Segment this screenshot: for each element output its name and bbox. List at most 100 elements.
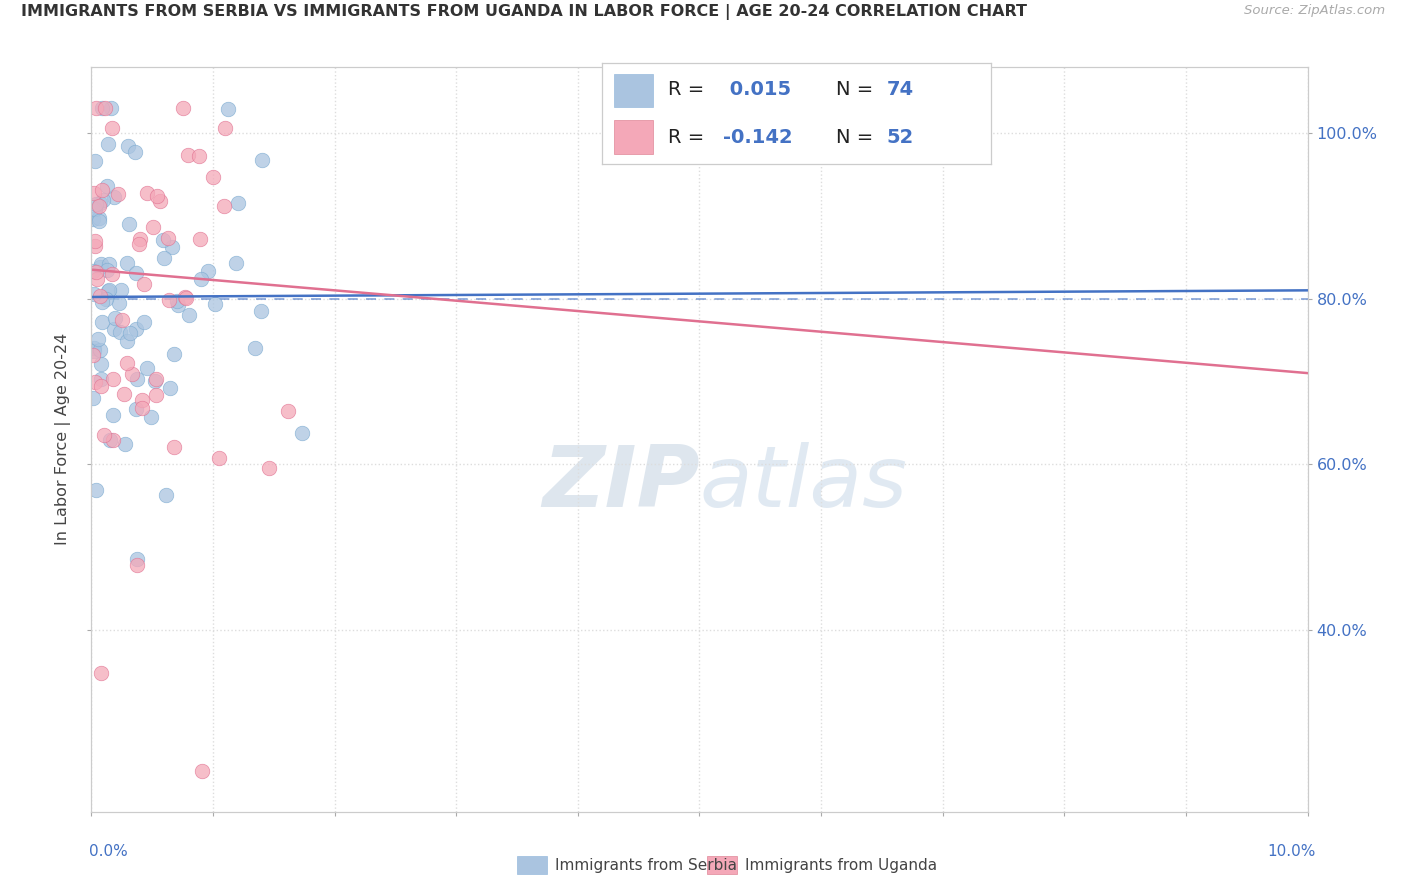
Point: [98, 433, 121, 447]
Text: N =: N =: [835, 128, 879, 146]
Text: R =: R =: [668, 128, 711, 146]
Point: [93, 428, 115, 442]
Point: [82, 263, 104, 277]
Point: [91, 101, 114, 115]
Point: [97, 137, 120, 152]
Point: [82, 392, 104, 406]
Point: [250, 153, 273, 168]
Point: [87, 211, 110, 226]
Point: [174, 290, 197, 304]
Point: [187, 149, 209, 163]
Text: IMMIGRANTS FROM SERBIA VS IMMIGRANTS FROM UGANDA IN LABOR FORCE | AGE 20-24 CORR: IMMIGRANTS FROM SERBIA VS IMMIGRANTS FRO…: [21, 4, 1028, 21]
Point: [108, 325, 131, 339]
Point: [125, 372, 148, 386]
Point: [149, 194, 172, 209]
Point: [157, 293, 180, 307]
Point: [118, 217, 141, 231]
Point: [89, 343, 111, 357]
Point: [90, 372, 112, 386]
Text: Immigrants from Serbia: Immigrants from Serbia: [555, 858, 737, 872]
Point: [87, 199, 110, 213]
Point: [100, 101, 122, 115]
Text: atlas: atlas: [699, 442, 907, 525]
Point: [188, 232, 211, 246]
Y-axis label: In Labor Force | Age 20-24: In Labor Force | Age 20-24: [55, 334, 72, 545]
Point: [208, 450, 231, 465]
Point: [83, 344, 105, 359]
Point: [174, 292, 197, 306]
Text: N =: N =: [835, 80, 879, 99]
Point: [135, 186, 157, 200]
Point: [101, 372, 124, 386]
Point: [118, 326, 141, 340]
Point: [100, 120, 122, 135]
Point: [86, 272, 108, 286]
Point: [129, 232, 152, 246]
Point: [166, 293, 188, 308]
Point: [89, 260, 111, 274]
Point: [131, 393, 153, 408]
Point: [103, 322, 125, 336]
Point: [104, 311, 127, 326]
Text: Source: ZipAtlas.com: Source: ZipAtlas.com: [1244, 4, 1385, 18]
Point: [191, 764, 214, 778]
Point: [217, 102, 239, 116]
Point: [94, 292, 117, 306]
Point: [112, 387, 135, 401]
Point: [145, 387, 167, 401]
Point: [117, 139, 139, 153]
Point: [114, 437, 136, 451]
Point: [167, 297, 190, 311]
Point: [121, 367, 143, 381]
Point: [115, 334, 138, 348]
Point: [125, 266, 148, 280]
Point: [179, 309, 201, 323]
Point: [291, 425, 314, 440]
Point: [134, 315, 156, 329]
Point: [125, 322, 148, 336]
Text: R =: R =: [668, 80, 711, 99]
Point: [87, 214, 110, 228]
Point: [89, 289, 111, 303]
Point: [257, 461, 280, 475]
Point: [160, 239, 183, 253]
Point: [145, 375, 167, 389]
Point: [83, 186, 105, 201]
Point: [107, 187, 129, 202]
Point: [110, 283, 132, 297]
Point: [146, 189, 169, 203]
Point: [142, 220, 165, 235]
Point: [153, 251, 176, 265]
Point: [94, 101, 117, 115]
Point: [83, 341, 105, 355]
Point: [91, 193, 114, 207]
Text: 0.015: 0.015: [723, 80, 792, 99]
Point: [127, 551, 149, 566]
Point: [124, 145, 146, 159]
Text: 0.0%: 0.0%: [89, 845, 128, 859]
Point: [101, 267, 124, 281]
Point: [98, 257, 121, 271]
Point: [86, 196, 108, 211]
Point: [115, 256, 138, 270]
Point: [190, 272, 212, 286]
Point: [89, 195, 111, 210]
Point: [82, 212, 104, 227]
Point: [91, 314, 114, 328]
Point: [96, 262, 118, 277]
Point: [152, 233, 174, 247]
Point: [131, 401, 153, 415]
Point: [159, 381, 181, 395]
Text: Immigrants from Uganda: Immigrants from Uganda: [745, 858, 936, 872]
Point: [145, 372, 167, 386]
Point: [84, 483, 107, 498]
Point: [87, 332, 110, 346]
Bar: [614, 74, 652, 107]
Point: [111, 312, 134, 326]
Point: [226, 196, 249, 211]
Bar: [614, 120, 652, 153]
Point: [84, 153, 107, 168]
Point: [201, 169, 224, 184]
Point: [163, 441, 186, 455]
Bar: [707, 856, 737, 874]
